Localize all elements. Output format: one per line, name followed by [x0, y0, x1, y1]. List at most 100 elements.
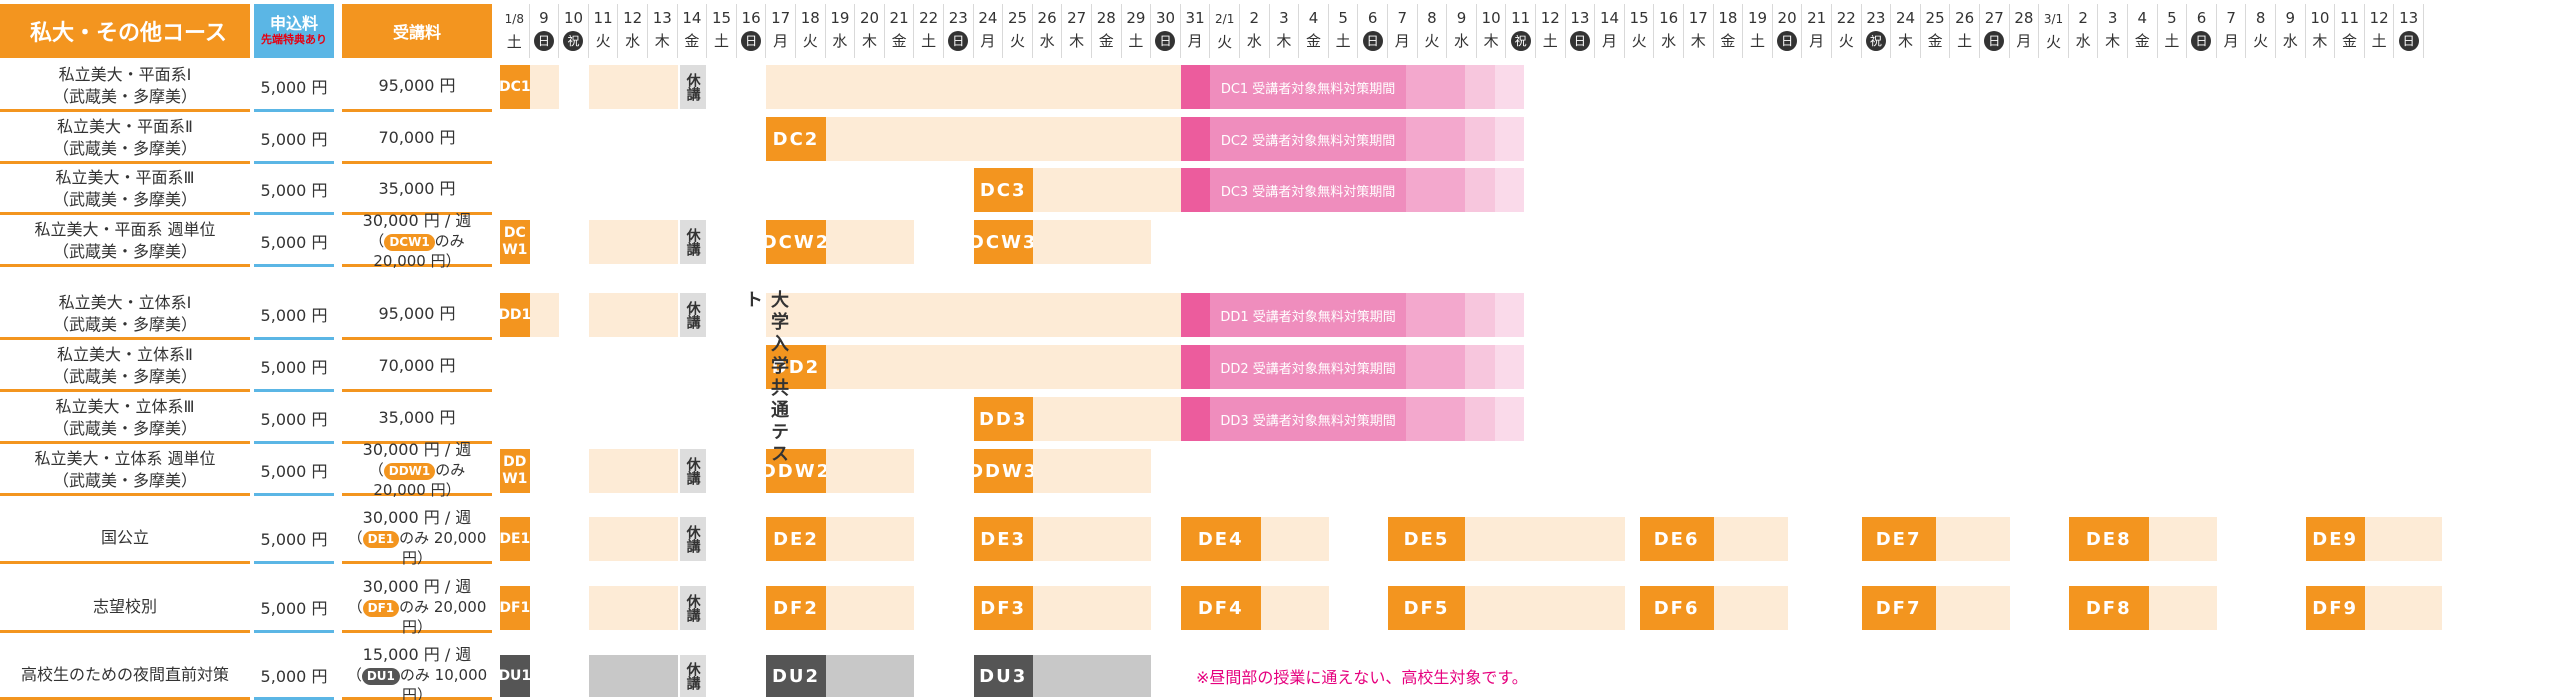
course-block-df4: DF4	[1180, 586, 1261, 630]
course-name-line1: 私立美大・立体系Ⅰ	[58, 292, 192, 312]
day-date: 18	[1718, 9, 1738, 27]
application-fee: 5,000 円	[254, 342, 334, 392]
course-period-bar	[1935, 586, 2010, 630]
day-date: 16	[1659, 9, 1679, 27]
tuition-main: 30,000 円 / 週	[362, 507, 472, 527]
day-weekday: 金	[684, 32, 700, 50]
day-date: 3/1	[2043, 12, 2064, 26]
day-date: 19	[830, 9, 850, 27]
tuition-main: 70,000 円	[378, 127, 456, 147]
day-weekday: 木	[1069, 32, 1085, 50]
day-date: 16	[741, 9, 761, 27]
tuition-discount: （DCW1 のみ 20,000 円）	[369, 231, 465, 270]
day-weekday: 祝	[563, 31, 584, 51]
day-column-header: 11 火	[589, 4, 619, 58]
course-period-bar	[1180, 168, 1211, 212]
day-weekday: 火	[1838, 32, 1854, 50]
tuition-fee: 70,000 円	[342, 114, 492, 164]
course-name: 私立美大・立体系 週単位 （武蔵美・多摩美）	[0, 446, 250, 496]
course-period-bar	[825, 220, 915, 264]
day-weekday: 水	[2075, 32, 2091, 50]
course-tag: DF1	[362, 599, 400, 617]
course-period-bar	[825, 117, 1181, 161]
day-weekday: 土	[713, 32, 729, 50]
course-period-bar	[1032, 220, 1152, 264]
day-date: 11	[593, 9, 613, 27]
tuition-fee: 95,000 円	[342, 290, 492, 340]
day-column-header: 14 金	[678, 4, 708, 58]
course-block-dcw3: DCW3	[969, 220, 1035, 264]
application-fee: 5,000 円	[254, 290, 334, 340]
tuition-fee: 70,000 円	[342, 342, 492, 392]
tuition-main: 30,000 円 / 週	[362, 210, 472, 230]
course-name-line1: 私立美大・平面系 週単位	[34, 219, 216, 239]
day-column-header: 29 土	[1122, 4, 1152, 58]
tuition-discount: （DU1 のみ 10,000 円）	[342, 665, 492, 700]
course-block-ddw2: DDW2	[761, 449, 829, 493]
day-weekday: 金	[1720, 32, 1736, 50]
day-column-header: 1/8 土	[500, 4, 530, 58]
course-period-bar	[1180, 345, 1211, 389]
tuition-main: 95,000 円	[378, 303, 456, 323]
course-period-bar	[1405, 168, 1465, 212]
day-weekday: 月	[2016, 32, 2032, 50]
day-weekday: 木	[1483, 32, 1499, 50]
day-column-header: 31 月	[1181, 4, 1211, 58]
day-weekday: 水	[1039, 32, 1055, 50]
course-block-de1: DE1	[499, 517, 530, 561]
course-name-line1: 志望校別	[92, 596, 157, 616]
course-period-bar	[1464, 345, 1495, 389]
tuition-fee: 15,000 円 / 週（DU1 のみ 10,000 円）	[342, 645, 492, 700]
fee-header-label: 申込料	[269, 14, 318, 33]
day-weekday: 金	[891, 32, 907, 50]
day-weekday: 月	[773, 32, 789, 50]
course-block-de2: DE2	[766, 517, 826, 561]
course-period-bar	[588, 449, 678, 493]
course-period-bar	[825, 655, 915, 697]
day-date: 17	[771, 9, 791, 27]
day-date: 7	[2226, 9, 2236, 27]
day-date: 14	[1599, 9, 1620, 27]
day-date: 24	[1895, 9, 1916, 27]
day-weekday: 月	[980, 32, 996, 50]
course-block-de7: DE7	[1861, 517, 1936, 561]
day-weekday: 火	[1631, 32, 1647, 50]
day-date: 26	[1037, 9, 1057, 27]
day-column-header: 27 木	[1062, 4, 1092, 58]
day-date: 13	[1570, 9, 1590, 27]
course-block-de4: DE4	[1180, 517, 1261, 561]
day-weekday: 祝	[1510, 31, 1531, 51]
course-period-bar	[529, 293, 560, 337]
day-weekday: 土	[1128, 32, 1144, 50]
course-block-df2: DF2	[766, 586, 826, 630]
day-weekday: 土	[1542, 32, 1558, 50]
day-column-header: 10 祝	[559, 4, 589, 58]
course-tag: DU1	[361, 667, 400, 685]
day-weekday: 月	[1809, 32, 1825, 50]
day-weekday: 木	[1690, 32, 1706, 50]
day-date: 28	[1096, 9, 1116, 27]
day-date: 6	[1367, 9, 1378, 27]
course-tag: DCW1	[384, 233, 435, 251]
course-period-bar	[1405, 117, 1465, 161]
day-weekday: 金	[2341, 32, 2357, 50]
course-period-bar	[1180, 293, 1211, 337]
day-date: 10	[563, 9, 584, 27]
tuition-main: 95,000 円	[378, 75, 456, 95]
day-column-header: 23 日	[944, 4, 974, 58]
day-date: 30	[1155, 9, 1176, 27]
course-period-bar	[2364, 517, 2442, 561]
course-block-de6: DE6	[1639, 517, 1714, 561]
course-period-bar	[1260, 586, 1329, 630]
no-class-block: 休講	[679, 586, 706, 630]
day-column-header: 23 祝	[1862, 4, 1892, 58]
day-column-header: 19 水	[826, 4, 856, 58]
course-block-ddw1: DD W1	[500, 449, 530, 493]
day-date: 10	[1481, 9, 1501, 27]
